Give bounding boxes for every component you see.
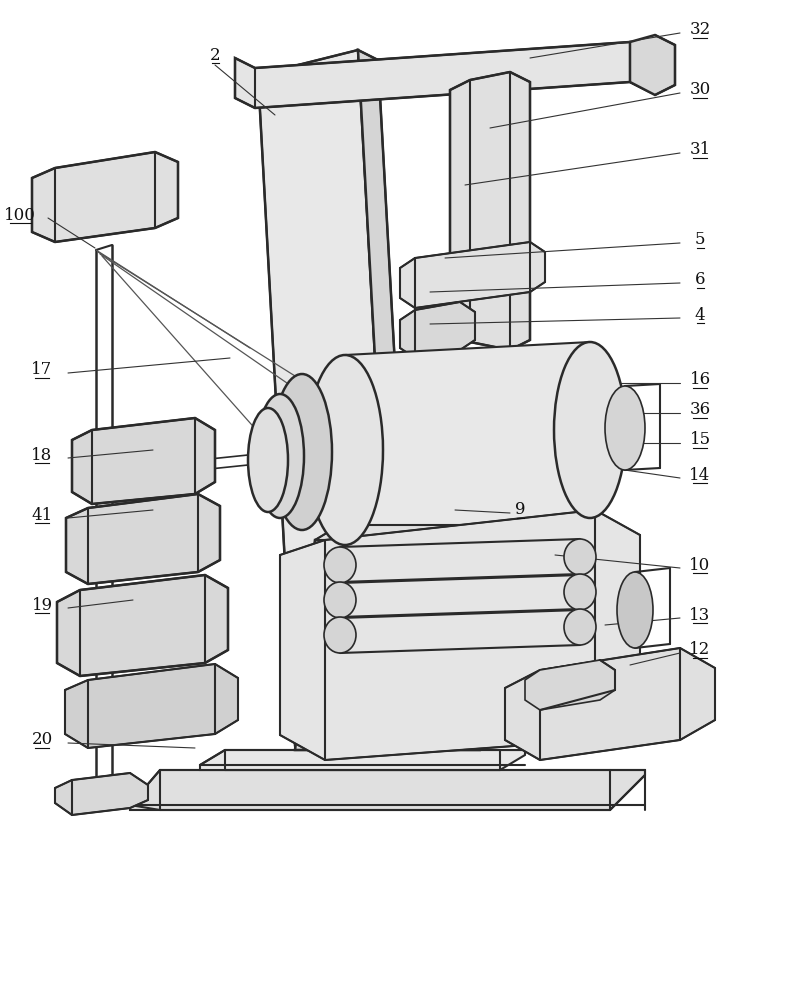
Polygon shape xyxy=(505,648,715,760)
Polygon shape xyxy=(72,418,215,504)
Polygon shape xyxy=(525,660,615,710)
Text: 19: 19 xyxy=(31,596,53,613)
Text: 32: 32 xyxy=(689,21,711,38)
Text: 15: 15 xyxy=(689,432,711,448)
Text: 10: 10 xyxy=(689,556,711,574)
Text: 6: 6 xyxy=(695,271,705,288)
Text: 18: 18 xyxy=(31,446,53,464)
Text: 31: 31 xyxy=(689,141,711,158)
Text: 12: 12 xyxy=(689,642,711,658)
Polygon shape xyxy=(280,510,640,760)
Polygon shape xyxy=(315,525,510,540)
Text: 13: 13 xyxy=(689,606,711,624)
Ellipse shape xyxy=(272,374,332,530)
Polygon shape xyxy=(258,50,395,745)
Polygon shape xyxy=(630,35,675,95)
Text: 16: 16 xyxy=(689,371,711,388)
Ellipse shape xyxy=(324,617,356,653)
Ellipse shape xyxy=(605,386,645,470)
Polygon shape xyxy=(450,72,530,350)
Text: 20: 20 xyxy=(31,732,53,748)
Polygon shape xyxy=(435,540,530,750)
Text: 9: 9 xyxy=(515,502,525,518)
Text: 14: 14 xyxy=(689,466,711,484)
Polygon shape xyxy=(295,720,415,750)
Polygon shape xyxy=(295,540,360,750)
Ellipse shape xyxy=(324,582,356,618)
Polygon shape xyxy=(66,494,220,584)
Polygon shape xyxy=(32,152,178,242)
Ellipse shape xyxy=(256,394,304,518)
Polygon shape xyxy=(358,50,415,725)
Polygon shape xyxy=(65,664,238,748)
Ellipse shape xyxy=(248,408,288,512)
Text: 30: 30 xyxy=(689,82,711,99)
Polygon shape xyxy=(345,342,590,545)
Text: 17: 17 xyxy=(31,361,53,378)
Ellipse shape xyxy=(307,355,383,545)
Ellipse shape xyxy=(617,572,653,648)
Ellipse shape xyxy=(564,574,596,610)
Polygon shape xyxy=(400,302,475,358)
Text: 2: 2 xyxy=(210,46,220,64)
Polygon shape xyxy=(130,770,645,810)
Ellipse shape xyxy=(564,609,596,645)
Polygon shape xyxy=(57,575,228,676)
Ellipse shape xyxy=(324,547,356,583)
Text: 41: 41 xyxy=(31,506,53,524)
Ellipse shape xyxy=(554,342,626,518)
Ellipse shape xyxy=(564,539,596,575)
Polygon shape xyxy=(400,242,545,308)
Text: 5: 5 xyxy=(695,232,705,248)
Polygon shape xyxy=(200,750,525,770)
Text: 100: 100 xyxy=(4,207,36,224)
Polygon shape xyxy=(235,42,650,108)
Text: 36: 36 xyxy=(689,401,711,418)
Text: 4: 4 xyxy=(695,306,705,324)
Polygon shape xyxy=(55,773,148,815)
